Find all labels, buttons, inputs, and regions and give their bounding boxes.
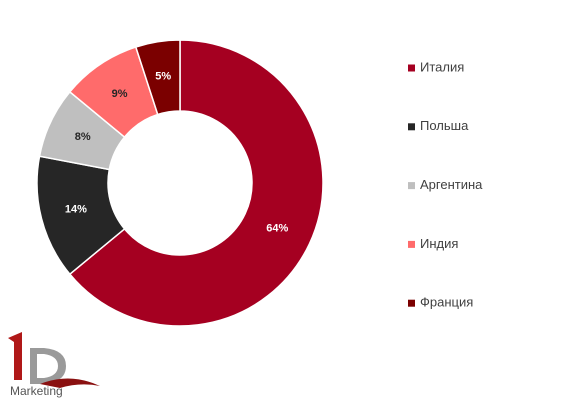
legend-label: Индия [420,236,458,251]
legend-marker [408,299,415,307]
logo-shape [40,378,100,388]
legend-label: Италия [420,59,464,74]
logo-shape [8,332,22,380]
legend-marker [408,240,415,248]
legend-label: Франция [420,295,473,310]
slice [68,39,324,327]
legend-marker [408,123,415,131]
legend-label: Польша [420,118,469,133]
logo-text: Marketing [10,384,63,398]
legend-marker [408,64,415,72]
data-label: 8% [75,131,91,143]
data-label: 14% [65,204,87,216]
legend-marker [408,182,415,190]
slice [134,39,181,116]
logo-shape [30,348,66,384]
data-label: 5% [155,71,171,83]
data-label: 64% [266,223,288,235]
legend-label: Аргентина [420,177,483,192]
data-label: 9% [112,88,128,100]
logo: Marketing [8,332,100,398]
